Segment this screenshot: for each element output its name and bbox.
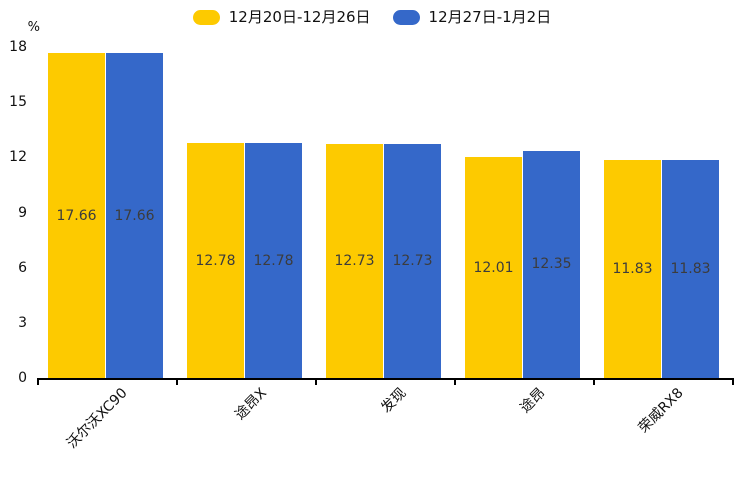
legend-item-week1: 12月20日-12月26日 <box>192 8 371 26</box>
x-tick-mark <box>454 380 456 385</box>
chart-legend: 12月20日-12月26日 12月27日-1月2日 <box>0 8 744 26</box>
y-tick-label-12: 12 <box>9 149 27 166</box>
y-tick-label-3: 3 <box>18 314 27 331</box>
x-tick-mark <box>37 380 39 385</box>
bar-series1-cat2: 12.78 <box>187 143 244 378</box>
bar-series2-cat4: 12.35 <box>523 150 580 378</box>
bar-value-label: 12.73 <box>334 252 375 269</box>
x-axis-label-2: 途昂X <box>232 385 270 424</box>
y-axis-unit-label: % <box>27 20 40 35</box>
y-tick-label-9: 9 <box>18 204 27 221</box>
y-tick-label-6: 6 <box>18 259 27 276</box>
x-axis-label-4: 途昂 <box>516 385 548 417</box>
bar-series1-cat1: 17.66 <box>48 53 105 378</box>
bar-value-label: 12.35 <box>531 256 572 273</box>
x-axis-label-5: 荣威RX8 <box>635 385 687 437</box>
legend-label-week2: 12月27日-1月2日 <box>428 8 552 26</box>
legend-swatch-blue <box>392 9 420 25</box>
y-tick-label-18: 18 <box>9 39 27 55</box>
bar-value-label: 12.78 <box>195 252 236 269</box>
y-tick-label-15: 15 <box>9 94 27 111</box>
legend-item-week2: 12月27日-1月2日 <box>392 8 552 26</box>
x-axis-label-1: 沃尔沃XC90 <box>64 385 131 452</box>
y-tick-label-0: 0 <box>18 370 27 386</box>
bar-series2-cat1: 17.66 <box>106 53 163 378</box>
bar-value-label: 12.78 <box>253 252 294 269</box>
bar-series2-cat3: 12.73 <box>384 143 441 378</box>
bar-value-label: 12.73 <box>392 252 433 269</box>
bar-series1-cat5: 11.83 <box>604 160 661 378</box>
bar-series2-cat5: 11.83 <box>662 160 719 378</box>
bar-series2-cat2: 12.78 <box>245 143 302 378</box>
x-tick-mark <box>315 380 317 385</box>
x-tick-mark <box>593 380 595 385</box>
x-axis-line <box>37 378 734 380</box>
x-axis-label-3: 发现 <box>377 385 409 417</box>
bar-value-label: 17.66 <box>114 207 155 224</box>
bar-value-label: 11.83 <box>612 261 653 278</box>
legend-swatch-yellow <box>192 9 220 25</box>
x-tick-mark <box>732 380 734 385</box>
bar-series1-cat3: 12.73 <box>326 143 383 378</box>
bar-value-label: 12.01 <box>473 259 514 276</box>
bar-value-label: 11.83 <box>670 261 711 278</box>
bar-series1-cat4: 12.01 <box>465 157 522 378</box>
x-tick-mark <box>176 380 178 385</box>
plot-area: 17.66 17.66 12.78 12.78 12.73 12.73 12.01 12.35… <box>38 47 733 378</box>
bar-value-label: 17.66 <box>56 207 97 224</box>
legend-label-week1: 12月20日-12月26日 <box>228 8 371 26</box>
